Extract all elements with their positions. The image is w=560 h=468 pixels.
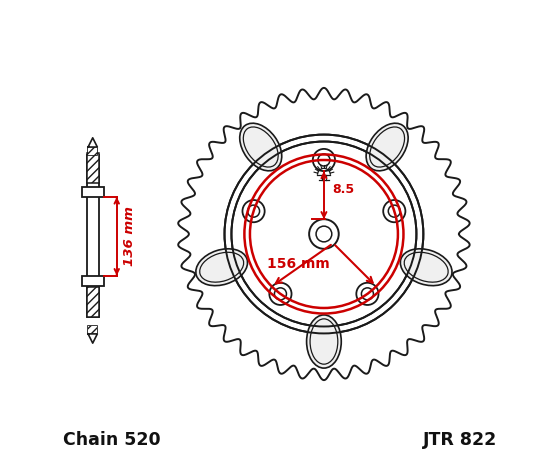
Bar: [88, 326, 97, 334]
Bar: [87, 155, 99, 317]
Circle shape: [383, 200, 405, 222]
Circle shape: [248, 205, 260, 217]
Circle shape: [269, 283, 292, 305]
Ellipse shape: [404, 252, 448, 282]
Bar: [87, 153, 99, 183]
Ellipse shape: [196, 249, 248, 285]
Circle shape: [316, 226, 332, 242]
Circle shape: [309, 219, 339, 249]
Polygon shape: [178, 88, 470, 380]
Ellipse shape: [366, 123, 408, 171]
Ellipse shape: [310, 319, 338, 364]
Circle shape: [231, 141, 417, 327]
Text: Chain 520: Chain 520: [63, 431, 160, 449]
Circle shape: [313, 149, 335, 171]
Text: 136 mm: 136 mm: [123, 206, 136, 266]
Ellipse shape: [306, 315, 341, 368]
Polygon shape: [88, 138, 97, 147]
Ellipse shape: [370, 127, 404, 167]
Circle shape: [361, 288, 374, 300]
Bar: [88, 147, 97, 155]
Ellipse shape: [400, 249, 452, 285]
Bar: [88, 147, 97, 155]
Text: 156 mm: 156 mm: [267, 257, 330, 271]
Circle shape: [356, 283, 379, 305]
Ellipse shape: [243, 127, 278, 167]
Circle shape: [274, 288, 287, 300]
Bar: [88, 326, 97, 334]
Text: 8.5: 8.5: [332, 183, 354, 196]
Bar: [87, 287, 99, 317]
Polygon shape: [88, 334, 97, 343]
Circle shape: [242, 200, 265, 222]
Bar: [82, 276, 104, 286]
Circle shape: [388, 205, 400, 217]
Circle shape: [225, 135, 423, 333]
Ellipse shape: [200, 252, 244, 282]
Ellipse shape: [240, 123, 282, 171]
Circle shape: [318, 154, 330, 166]
Text: JTR 822: JTR 822: [423, 431, 497, 449]
Bar: [82, 187, 104, 197]
